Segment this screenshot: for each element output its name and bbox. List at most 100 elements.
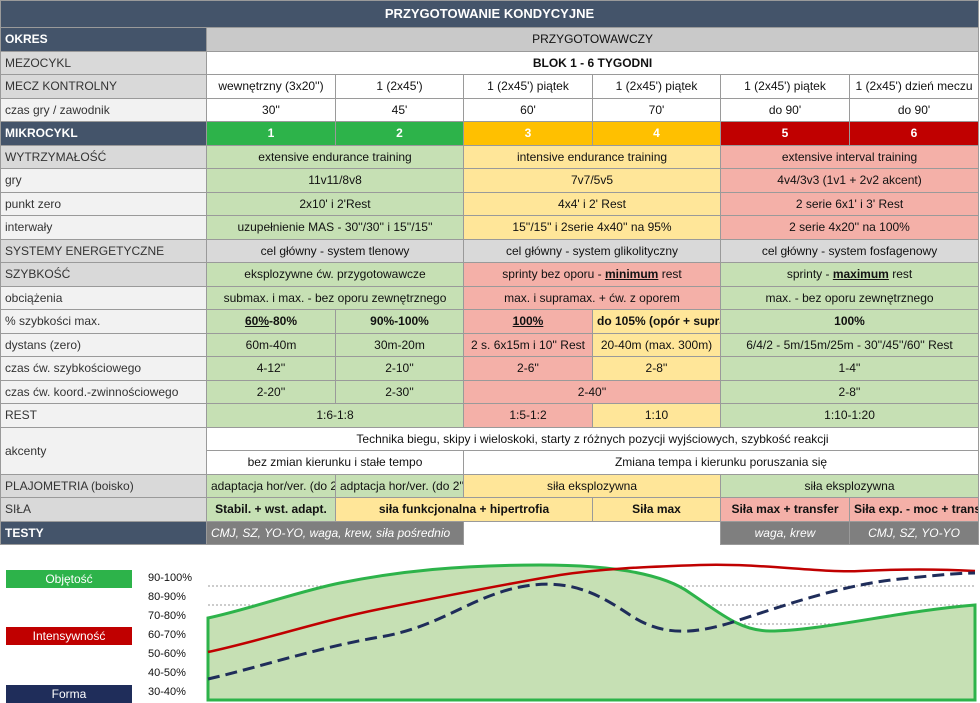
systemy-label: SYSTEMY ENERGETYCZNE <box>0 238 207 263</box>
mecz-cell: wewnętrzny (3x20'') <box>206 74 336 99</box>
szybkosc-emphasis: maximum <box>832 267 889 282</box>
szybkosc-cell: sprinty - maximum rest <box>719 262 980 287</box>
sila-label: SIŁA <box>0 497 207 522</box>
czas-gry-label: czas gry / zawodnik <box>0 97 207 122</box>
volume-area <box>206 563 977 702</box>
plajometria-cell: siła eksplozywna <box>463 473 721 498</box>
proc-szybkosci-cell: do 105% (opór + supra) <box>592 309 721 334</box>
proc-text: -80% <box>269 314 298 329</box>
scale-label: 70-80% <box>148 610 186 622</box>
czas-szybkosciowego-cell: 2-8'' <box>592 356 721 381</box>
wytrzymalosc-cell: extensive endurance training <box>206 144 464 169</box>
form-line <box>207 571 976 681</box>
scale-label: 30-40% <box>148 686 186 698</box>
czas-koord-cell: 2-30'' <box>335 379 464 404</box>
szybkosc-text: rest <box>658 267 682 282</box>
czas-szybkosciowego-cell: 1-4'' <box>719 356 980 381</box>
sila-cell: Stabil. + wst. adapt. <box>206 497 336 522</box>
mezocykl-label: MEZOCYKL <box>0 50 207 75</box>
sila-cell: Siła max + transfer <box>720 497 850 522</box>
sila-cell: siła funkcjonalna + hipertrofia <box>335 497 593 522</box>
scale-label: 80-90% <box>148 591 186 603</box>
mecz-label: MECZ KONTROLNY <box>0 74 207 99</box>
szybkosc-emphasis: minimum <box>605 267 659 282</box>
dystans-cell: 20-40m (max. 300m) <box>592 332 721 357</box>
systemy-cell: cel główny - system fosfagenowy <box>719 238 980 263</box>
systemy-cell: cel główny - system tlenowy <box>206 238 464 263</box>
obciazenia-cell: submax. i max. - bez oporu zewnętrznego <box>206 285 464 310</box>
czas-gry-cell: 45' <box>335 97 464 122</box>
rest-cell: 1:6-1:8 <box>206 403 464 428</box>
rest-cell: 1:10 <box>592 403 721 428</box>
rest-label: REST <box>0 403 207 428</box>
mikrocykl-cell: 3 <box>463 121 593 146</box>
mecz-cell: 1 (2x45') <box>335 74 464 99</box>
czas-gry-cell: 60' <box>463 97 593 122</box>
dystans-cell: 6/4/2 - 5m/15m/25m - 30''/45''/60'' Rest <box>719 332 980 357</box>
proc-szybkosci-cell: 100% <box>719 309 980 334</box>
proc-szybkosci-cell: 90%-100% <box>335 309 464 334</box>
scale-label: 40-50% <box>148 667 186 679</box>
testy-cell: CMJ, SZ, YO-YO, waga, krew, siła pośredn… <box>206 520 464 545</box>
interwaly-cell: uzupełnienie MAS - 30''/30'' i 15''/15'' <box>206 215 464 240</box>
rest-cell: 1:5-1:2 <box>463 403 593 428</box>
legend-objetosc: Objętość <box>6 570 132 588</box>
scale-label: 60-70% <box>148 629 186 641</box>
dystans-label: dystans (zero) <box>0 332 207 357</box>
intensity-line <box>207 563 976 654</box>
testy-label: TESTY <box>0 520 207 545</box>
gry-cell: 11v11/8v8 <box>206 168 464 193</box>
dystans-cell: 60m-40m <box>206 332 336 357</box>
mecz-cell: 1 (2x45') piątek <box>592 74 721 99</box>
czas-szybkosciowego-cell: 4-12'' <box>206 356 336 381</box>
plajometria-label: PLAJOMETRIA (boisko) <box>0 473 207 498</box>
wytrzymalosc-cell: intensive endurance training <box>463 144 721 169</box>
testy-cell: waga, krew <box>720 520 850 545</box>
legend-forma: Forma <box>6 685 132 703</box>
czas-szybkosciowego-cell: 2-10'' <box>335 356 464 381</box>
mikrocykl-cell: 5 <box>720 121 850 146</box>
gry-cell: 4v4/3v3 (1v1 + 2v2 akcent) <box>719 168 980 193</box>
plajometria-cell: adaptacja hor/ver. (do 2'') <box>206 473 336 498</box>
chart-svg <box>206 563 977 702</box>
czas-szybkosciowego-cell: 2-6'' <box>463 356 593 381</box>
obciazenia-cell: max. - bez oporu zewnętrznego <box>719 285 980 310</box>
mecz-cell: 1 (2x45') dzień meczu <box>848 74 980 99</box>
szybkosc-text: rest <box>888 267 913 282</box>
czas-gry-cell: do 90' <box>720 97 850 122</box>
scale-label: 90-100% <box>148 572 193 584</box>
gry-label: gry <box>0 168 207 193</box>
mikrocykl-label: MIKROCYKL <box>0 121 207 146</box>
testy-cell: CMJ, SZ, YO-YO <box>848 520 980 545</box>
obciazenia-label: obciążenia <box>0 285 207 310</box>
szybkosc-text: sprinty bez oporu - <box>502 267 606 282</box>
punkt-zero-cell: 2 serie 6x1' i 3' Rest <box>719 191 980 216</box>
systemy-cell: cel główny - system glikolityczny <box>463 238 721 263</box>
proc-szybkosci-cell: 100% <box>463 309 593 334</box>
dystans-cell: 2 s. 6x15m i 10'' Rest <box>463 332 593 357</box>
szybkosc-text: sprinty - <box>786 267 833 282</box>
czas-gry-cell: 70' <box>592 97 721 122</box>
plajometria-cell: siła eksplozywna <box>719 473 980 498</box>
scale-label: 50-60% <box>148 648 186 660</box>
proc-szybkosci-label: % szybkości max. <box>0 309 207 334</box>
mikrocykl-cell: 4 <box>592 121 721 146</box>
proc-emphasis: 60% <box>244 314 269 329</box>
punkt-zero-cell: 4x4' i 2' Rest <box>463 191 721 216</box>
testy-empty <box>463 521 721 545</box>
czas-koord-cell: 2-8'' <box>719 379 980 404</box>
legend-intensywnosc: Intensywność <box>6 627 132 645</box>
punkt-zero-label: punkt zero <box>0 191 207 216</box>
mecz-cell: 1 (2x45') piątek <box>463 74 593 99</box>
mezocykl-value: BLOK 1 - 6 TYGODNI <box>205 50 980 75</box>
okres-value: PRZYGOTOWAWCZY <box>205 27 980 52</box>
szybkosc-label: SZYBKOŚĆ <box>0 262 207 287</box>
mikrocykl-cell: 2 <box>335 121 464 146</box>
obciazenia-cell: max. i supramax. + ćw. z oporem <box>463 285 721 310</box>
training-plan-table: PRZYGOTOWANIE KONDYCYJNE OKRES PRZYGOTOW… <box>0 0 980 545</box>
mikrocykl-cell: 6 <box>848 121 980 146</box>
mikrocykl-cell: 1 <box>206 121 336 146</box>
akcenty-bottom: bez zmian kierunku i stałe tempo <box>206 450 464 475</box>
punkt-zero-cell: 2x10' i 2'Rest <box>206 191 464 216</box>
